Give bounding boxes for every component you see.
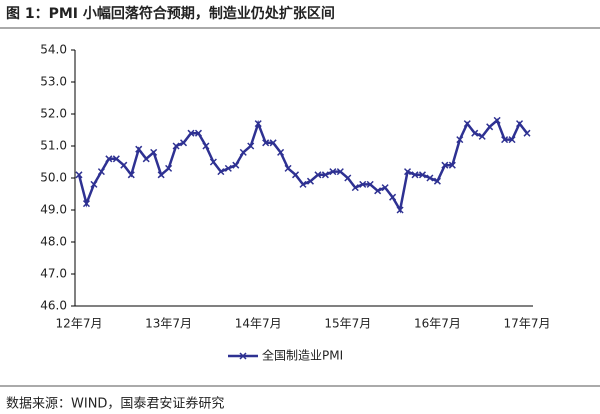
point xyxy=(508,136,516,144)
point xyxy=(448,161,456,169)
y-tick-label: 49.0 xyxy=(40,203,67,217)
point xyxy=(112,155,120,163)
point xyxy=(366,180,374,188)
point xyxy=(75,171,83,179)
point xyxy=(120,161,128,169)
point xyxy=(456,136,464,144)
point xyxy=(441,161,449,169)
chart-title: 图 1：PMI 小幅回落符合预期，制造业仍处扩张区间 xyxy=(6,5,335,22)
point xyxy=(418,171,426,179)
point xyxy=(389,193,397,201)
point xyxy=(292,171,300,179)
x-tick-label: 13年7月 xyxy=(145,317,192,331)
point xyxy=(351,184,359,192)
point xyxy=(90,180,98,188)
point xyxy=(127,171,135,179)
point xyxy=(254,120,262,128)
point xyxy=(262,139,270,147)
point xyxy=(97,168,105,176)
x-tick-label: 14年7月 xyxy=(235,317,282,331)
series-line xyxy=(77,118,528,214)
point xyxy=(180,139,188,147)
x-tick-label: 15年7月 xyxy=(324,317,371,331)
point xyxy=(463,120,471,128)
point xyxy=(239,148,247,156)
point xyxy=(404,168,412,176)
point xyxy=(523,129,531,137)
point xyxy=(142,155,150,163)
y-tick-label: 51.0 xyxy=(40,139,67,153)
y-tick-label: 53.0 xyxy=(40,75,67,89)
point xyxy=(344,174,352,182)
legend-marker xyxy=(239,352,247,360)
point xyxy=(329,168,337,176)
point xyxy=(105,155,113,163)
point xyxy=(299,180,307,188)
point xyxy=(277,148,285,156)
point xyxy=(374,187,382,195)
point xyxy=(269,139,277,147)
point xyxy=(135,145,143,153)
point xyxy=(501,136,509,144)
point xyxy=(150,148,158,156)
point xyxy=(209,158,217,166)
point xyxy=(396,206,404,214)
x-tick-label: 12年7月 xyxy=(56,317,103,331)
y-tick-label: 54.0 xyxy=(40,43,67,57)
x-tick-label: 17年7月 xyxy=(504,317,551,331)
point xyxy=(411,171,419,179)
point xyxy=(516,120,524,128)
y-tick-label: 48.0 xyxy=(40,235,67,249)
source: 数据来源：WIND，国泰君安证券研究 xyxy=(6,396,224,412)
y-tick-label: 46.0 xyxy=(40,299,67,313)
y-tick-label: 50.0 xyxy=(40,171,67,185)
point xyxy=(232,161,240,169)
legend-label: 全国制造业PMI xyxy=(262,348,343,363)
point xyxy=(321,171,329,179)
point xyxy=(187,129,195,137)
point xyxy=(336,168,344,176)
point xyxy=(157,171,165,179)
point xyxy=(426,174,434,182)
y-tick-label: 47.0 xyxy=(40,267,67,281)
point xyxy=(284,164,292,172)
point xyxy=(224,164,232,172)
point xyxy=(172,142,180,150)
point xyxy=(493,116,501,124)
point xyxy=(217,168,225,176)
point xyxy=(314,171,322,179)
point xyxy=(381,184,389,192)
point xyxy=(471,129,479,137)
point xyxy=(486,123,494,131)
point xyxy=(433,177,441,185)
point xyxy=(247,142,255,150)
point xyxy=(478,132,486,140)
y-tick-label: 52.0 xyxy=(40,107,67,121)
point xyxy=(202,142,210,150)
point xyxy=(82,200,90,208)
point xyxy=(306,177,314,185)
x-tick-label: 16年7月 xyxy=(414,317,461,331)
point xyxy=(359,180,367,188)
point xyxy=(165,164,173,172)
point xyxy=(194,129,202,137)
